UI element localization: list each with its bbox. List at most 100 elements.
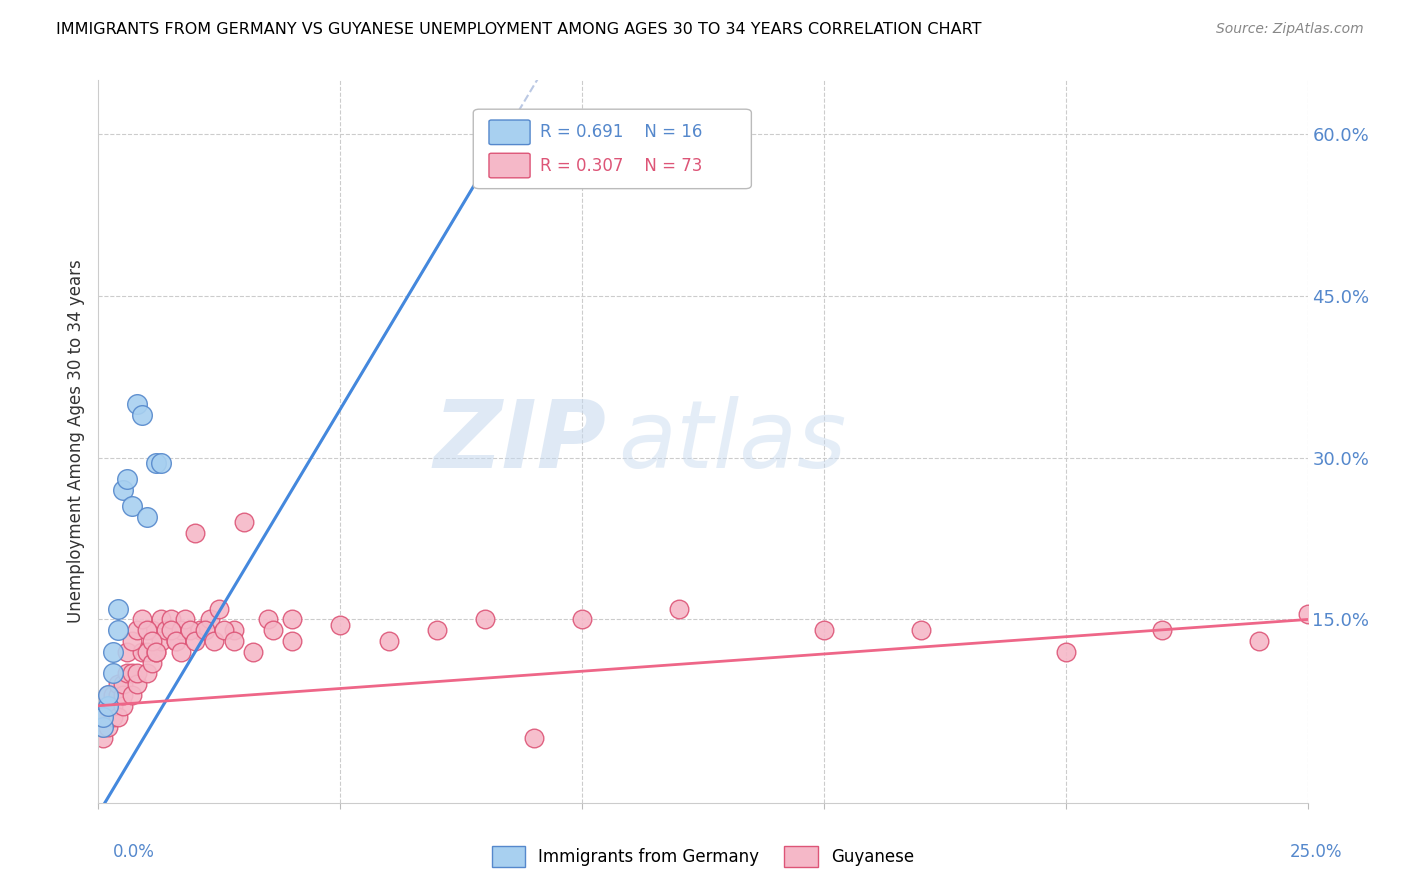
Point	[127, 397, 149, 411]
Point	[1296, 607, 1319, 621]
Point	[198, 612, 221, 626]
Point	[281, 612, 304, 626]
Point	[131, 612, 153, 626]
Point	[141, 634, 163, 648]
Point	[117, 666, 139, 681]
Legend: Immigrants from Germany, Guyanese: Immigrants from Germany, Guyanese	[492, 847, 914, 867]
Point	[150, 634, 173, 648]
Point	[1249, 634, 1271, 648]
Point	[91, 720, 114, 734]
Point	[184, 634, 207, 648]
Point	[131, 408, 153, 422]
FancyBboxPatch shape	[489, 120, 530, 145]
Point	[141, 624, 163, 638]
Point	[111, 688, 134, 702]
Point	[101, 666, 124, 681]
Point	[117, 645, 139, 659]
Text: R = 0.307    N = 73: R = 0.307 N = 73	[540, 156, 702, 175]
Point	[329, 618, 352, 632]
Text: R = 0.691    N = 16: R = 0.691 N = 16	[540, 123, 702, 141]
Point	[165, 634, 187, 648]
Point	[91, 709, 114, 723]
Point	[107, 709, 129, 723]
Point	[111, 677, 134, 691]
Point	[426, 624, 449, 638]
Y-axis label: Unemployment Among Ages 30 to 34 years: Unemployment Among Ages 30 to 34 years	[66, 260, 84, 624]
Point	[281, 634, 304, 648]
Point	[135, 510, 157, 524]
Point	[1054, 645, 1077, 659]
Point	[97, 688, 120, 702]
Point	[150, 612, 173, 626]
Point	[145, 645, 167, 659]
Point	[212, 624, 235, 638]
Point	[107, 677, 129, 691]
Text: IMMIGRANTS FROM GERMANY VS GUYANESE UNEMPLOYMENT AMONG AGES 30 TO 34 YEARS CORRE: IMMIGRANTS FROM GERMANY VS GUYANESE UNEM…	[56, 22, 981, 37]
Text: Source: ZipAtlas.com: Source: ZipAtlas.com	[1216, 22, 1364, 37]
Point	[222, 624, 245, 638]
Point	[174, 612, 197, 626]
Point	[242, 645, 264, 659]
Point	[1152, 624, 1174, 638]
Point	[131, 645, 153, 659]
Point	[208, 601, 231, 615]
Point	[111, 698, 134, 713]
Point	[91, 709, 114, 723]
Point	[101, 645, 124, 659]
Point	[377, 634, 399, 648]
Point	[117, 472, 139, 486]
Point	[135, 624, 157, 638]
Point	[160, 612, 183, 626]
Point	[97, 688, 120, 702]
Point	[169, 645, 191, 659]
Point	[107, 601, 129, 615]
Point	[204, 634, 226, 648]
Point	[121, 666, 143, 681]
Point	[169, 624, 191, 638]
Point	[910, 624, 932, 638]
Point	[101, 688, 124, 702]
Text: 0.0%: 0.0%	[112, 843, 155, 861]
Text: 25.0%: 25.0%	[1291, 843, 1343, 861]
Point	[135, 645, 157, 659]
Point	[111, 483, 134, 497]
Point	[571, 612, 593, 626]
Point	[101, 698, 124, 713]
Point	[188, 624, 211, 638]
Point	[523, 731, 546, 745]
Point	[91, 731, 114, 745]
Point	[150, 456, 173, 470]
Point	[160, 624, 183, 638]
Point	[121, 634, 143, 648]
Point	[813, 624, 835, 638]
Point	[262, 624, 284, 638]
Point	[179, 624, 201, 638]
Point	[97, 720, 120, 734]
Point	[121, 500, 143, 514]
FancyBboxPatch shape	[474, 109, 751, 189]
Point	[668, 601, 690, 615]
FancyBboxPatch shape	[489, 153, 530, 178]
Point	[107, 688, 129, 702]
Point	[155, 624, 177, 638]
Point	[194, 624, 217, 638]
Point	[127, 624, 149, 638]
Point	[107, 624, 129, 638]
Point	[145, 456, 167, 470]
Point	[127, 677, 149, 691]
Point	[101, 709, 124, 723]
Text: atlas: atlas	[619, 396, 846, 487]
Point	[474, 612, 496, 626]
Point	[97, 698, 120, 713]
Point	[91, 720, 114, 734]
Text: ZIP: ZIP	[433, 395, 606, 488]
Point	[232, 516, 254, 530]
Point	[135, 666, 157, 681]
Point	[256, 612, 278, 626]
Point	[145, 645, 167, 659]
Point	[141, 656, 163, 670]
Point	[91, 714, 114, 729]
Point	[222, 634, 245, 648]
Point	[165, 634, 187, 648]
Point	[121, 688, 143, 702]
